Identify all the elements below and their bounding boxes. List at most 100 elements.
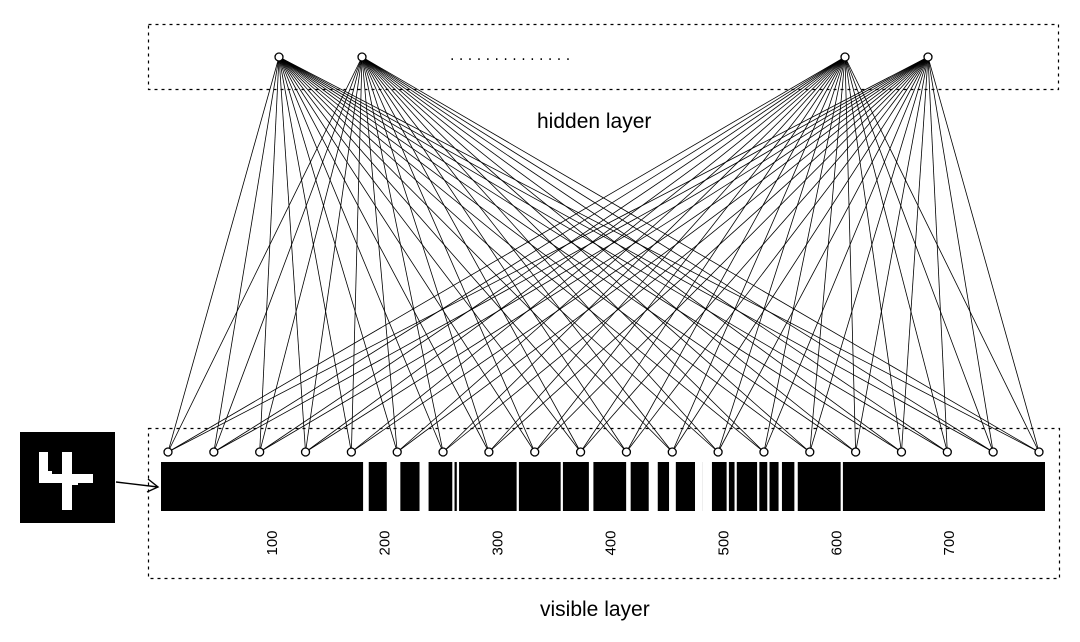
connection-line — [855, 56, 929, 453]
connection-line — [259, 56, 846, 453]
white-pixel-run — [702, 462, 712, 511]
connection-line — [396, 56, 846, 453]
connection-line — [278, 56, 490, 453]
white-pixel-run — [778, 462, 782, 511]
connection-line — [361, 56, 1040, 453]
tick-label: 400 — [602, 530, 619, 555]
connection-line — [361, 56, 902, 453]
white-pixel-run — [419, 462, 429, 511]
connection-line — [488, 56, 929, 453]
connection-line — [927, 56, 1040, 453]
connection-line — [488, 56, 846, 453]
connection-line — [361, 56, 627, 453]
connection-line — [442, 56, 846, 453]
digit-image — [20, 432, 115, 523]
connection-line — [626, 56, 929, 453]
hidden-unit-node — [840, 52, 850, 62]
connection-line — [534, 56, 929, 453]
connection-line — [278, 56, 398, 453]
visible-unit-node — [255, 447, 265, 457]
white-pixel-run — [734, 462, 737, 511]
visible-unit-node — [621, 447, 632, 457]
visible-unit-node — [942, 447, 952, 457]
connection-line — [361, 56, 536, 453]
visible-units — [163, 447, 1044, 457]
visible-unit-node — [392, 447, 402, 457]
connection-line — [361, 56, 994, 453]
visible-unit-node — [209, 447, 219, 457]
tick-label: 300 — [490, 530, 507, 555]
connection-lines — [167, 56, 1040, 453]
white-pixel-run — [626, 462, 631, 511]
white-pixel-run — [794, 462, 798, 511]
hidden-unit-node — [923, 52, 933, 62]
connection-line — [350, 56, 363, 453]
white-pixel-run — [757, 462, 760, 511]
tick-label: 500 — [715, 530, 732, 555]
connection-line — [361, 56, 856, 453]
connection-line — [361, 56, 398, 453]
connection-line — [361, 56, 581, 453]
connection-line — [213, 56, 280, 453]
white-pixel-run — [386, 462, 401, 511]
connection-line — [809, 56, 929, 453]
connection-line — [213, 56, 846, 453]
visible-unit-node — [759, 447, 769, 457]
connection-line — [259, 56, 280, 453]
connection-line — [580, 56, 929, 453]
connection-line — [351, 56, 846, 453]
connection-line — [213, 56, 929, 453]
connection-line — [278, 56, 536, 453]
white-pixel-run — [840, 462, 843, 511]
hidden-unit-node — [357, 52, 367, 62]
white-pixel-run — [516, 462, 519, 511]
tick-label: 100 — [264, 530, 281, 555]
hidden-units — [274, 52, 933, 62]
hidden-layer-box — [147, 23, 1060, 91]
visible-unit-node — [163, 447, 173, 457]
visible-unit-node — [484, 447, 494, 457]
visible-unit-node — [988, 447, 998, 457]
connection-line — [278, 56, 306, 453]
connection-line — [278, 56, 765, 453]
connection-line — [305, 56, 929, 453]
visible-unit-node — [667, 447, 677, 457]
white-pixel-run — [648, 462, 658, 511]
digit-four-glyph — [39, 452, 93, 510]
connection-line — [278, 56, 719, 453]
pixel-strip — [161, 462, 1045, 511]
tick-label: 200 — [377, 530, 394, 555]
connection-line — [305, 56, 363, 453]
connection-line — [167, 56, 363, 453]
visible-unit-node — [530, 447, 540, 457]
connection-line — [361, 56, 719, 453]
connection-line — [844, 56, 994, 453]
white-pixel-run — [456, 462, 460, 511]
connection-line — [278, 56, 811, 453]
visible-unit-node — [850, 447, 861, 457]
hidden-unit-node — [274, 52, 284, 62]
visible-unit-node — [896, 447, 907, 457]
connection-line — [167, 56, 846, 453]
connection-line — [167, 56, 929, 453]
connection-line — [396, 56, 929, 453]
visible-unit-node — [346, 447, 357, 457]
connection-line — [844, 56, 1040, 453]
pixel-strip-background — [161, 462, 1045, 511]
connection-line — [278, 56, 444, 453]
white-pixel-run — [695, 462, 703, 511]
connection-line — [305, 56, 846, 453]
white-pixel-run — [588, 462, 594, 511]
white-pixel-run — [669, 462, 676, 511]
connection-line — [763, 56, 929, 453]
connection-line — [361, 56, 490, 453]
visible-unit-node — [805, 447, 815, 457]
hidden-layer-label: hidden layer — [537, 110, 652, 133]
white-pixel-run — [452, 462, 455, 511]
connection-line — [361, 56, 811, 453]
connection-line — [671, 56, 846, 453]
hidden-units-ellipsis: . . . . . . . . . . . . . . — [450, 48, 570, 64]
connection-line — [671, 56, 929, 453]
connection-line — [763, 56, 846, 453]
